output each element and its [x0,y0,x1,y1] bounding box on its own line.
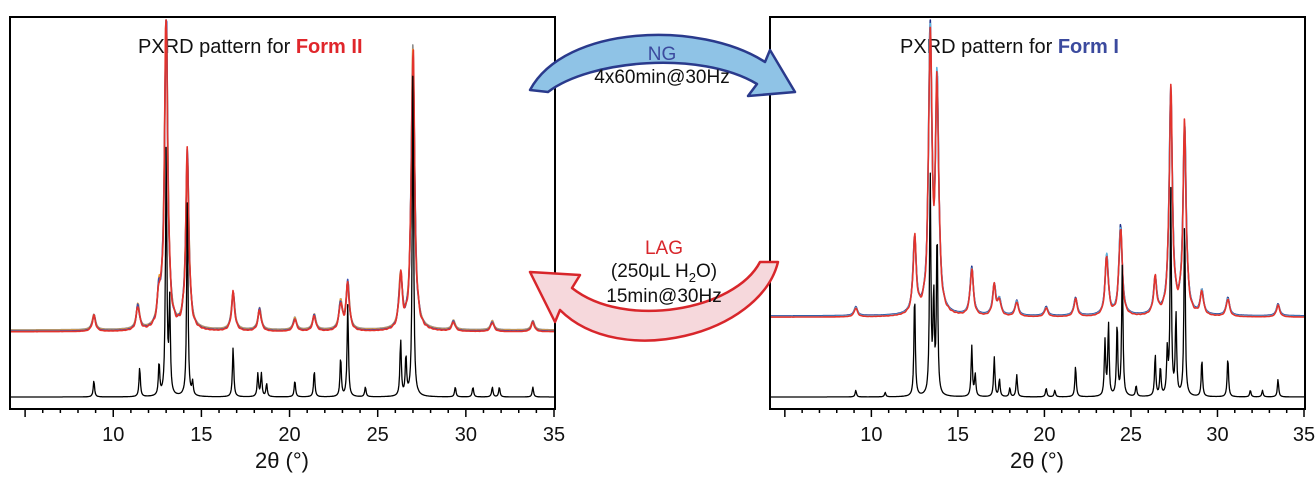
ng-conditions: 4x60min@30Hz [594,67,729,88]
left-measured-series-4 [10,19,555,333]
left-x-axis-label: 2θ (°) [255,448,309,473]
lag-solvent: (250μL H2O) [611,261,717,285]
right-tick-label: 35 [1293,424,1315,446]
left-measured-series-1 [10,19,555,331]
left-x-axis: 10 15 20 25 30 35 [24,409,565,446]
left-tick-label: 15 [190,424,212,446]
left-tick-label: 25 [367,424,389,446]
ng-label: NG [648,44,677,65]
right-measured-series-3 [770,26,1305,318]
ng-arrow-shape [528,33,797,98]
right-tick-label: 25 [1120,424,1142,446]
left-title: PXRD pattern for Form II [138,36,363,58]
right-title: PXRD pattern for Form I [900,36,1119,58]
right-measured-traces [770,19,1305,318]
right-title-highlight: Form I [1058,36,1119,58]
left-title-highlight: Form II [296,36,363,58]
right-measured-series-2 [770,22,1305,318]
ng-arrow: NG 4x60min@30Hz [528,33,797,98]
left-tick-label: 10 [102,424,124,446]
right-tick-label: 30 [1206,424,1228,446]
right-panel: PXRD pattern for Form I 10 15 20 25 30 35 2θ … [769,16,1315,473]
left-measured-series-3 [10,19,555,332]
left-reference-series [10,75,555,398]
right-tick-label: 15 [947,424,969,446]
lag-arrow-shape [528,260,780,342]
left-tick-label: 30 [455,424,477,446]
right-title-prefix: PXRD pattern for [900,36,1058,58]
left-plot-frame [9,16,556,410]
left-measured-traces [10,19,555,333]
lag-arrow: LAG (250μL H2O) 15min@30Hz [528,238,780,342]
right-reference-series [770,172,1305,398]
right-plot-frame [769,16,1306,410]
right-x-axis: 10 15 20 25 30 35 [784,409,1315,446]
left-tick-label: 20 [278,424,300,446]
right-tick-label: 20 [1033,424,1055,446]
left-measured-series-2 [10,19,555,332]
right-measured-series-1 [770,19,1305,317]
right-x-axis-label: 2θ (°) [1010,448,1064,473]
left-tick-label: 35 [543,424,565,446]
right-tick-label: 10 [860,424,882,446]
left-reference-trace [10,75,555,398]
right-reference-trace [770,172,1305,398]
lag-conditions: 15min@30Hz [606,286,721,307]
lag-label: LAG [645,238,683,259]
left-title-prefix: PXRD pattern for [138,36,296,58]
left-panel: PXRD pattern for Form II 10 15 20 25 30 35 2θ… [9,16,565,473]
